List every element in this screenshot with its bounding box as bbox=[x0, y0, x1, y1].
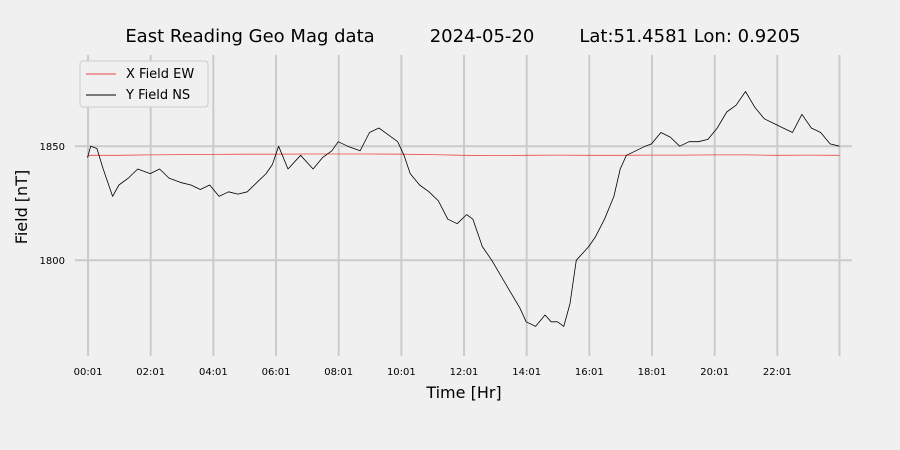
x-tick-label-5: 10:01 bbox=[387, 367, 416, 378]
x-tick-label-11: 22:01 bbox=[763, 367, 792, 378]
legend: X Field EW Y Field NS bbox=[79, 60, 209, 108]
x-tick-label-2: 04:01 bbox=[199, 367, 228, 378]
x-axis-label: Time [Hr] bbox=[425, 383, 501, 402]
y-tick-label-0: 1800 bbox=[40, 256, 65, 267]
x-tick-label-0: 00:01 bbox=[74, 367, 103, 378]
series-layer bbox=[87, 91, 840, 327]
x-tick-labels: 00:01 02:01 04:01 06:01 08:01 10:01 12:01 14:01… bbox=[74, 367, 792, 378]
legend-label-x-field-ew: X Field EW bbox=[126, 67, 194, 82]
series-line-y-field-ns bbox=[87, 91, 840, 327]
x-tick-label-6: 12:01 bbox=[450, 367, 479, 378]
x-tick-label-1: 02:01 bbox=[136, 367, 165, 378]
y-tick-labels: 1800 1850 bbox=[40, 142, 65, 267]
x-tick-label-8: 16:01 bbox=[575, 367, 604, 378]
y-tick-label-1: 1850 bbox=[40, 142, 65, 153]
legend-label-y-field-ns: Y Field NS bbox=[125, 88, 190, 103]
x-tick-label-10: 20:01 bbox=[700, 367, 729, 378]
x-gridlines bbox=[87, 55, 841, 356]
series-line-x-field-ew bbox=[87, 153, 840, 157]
x-tick-label-3: 06:01 bbox=[262, 367, 291, 378]
y-axis-label: Field [nT] bbox=[12, 170, 31, 244]
chart-title-location: Lat:51.4581 Lon: 0.9205 bbox=[579, 26, 800, 47]
x-tick-label-7: 14:01 bbox=[512, 367, 541, 378]
y-gridlines bbox=[75, 145, 852, 262]
chart-title-date: 2024-05-20 bbox=[430, 26, 535, 47]
chart-title-name: East Reading Geo Mag data bbox=[125, 26, 374, 47]
x-tick-label-9: 18:01 bbox=[638, 367, 667, 378]
x-tick-label-4: 08:01 bbox=[324, 367, 353, 378]
